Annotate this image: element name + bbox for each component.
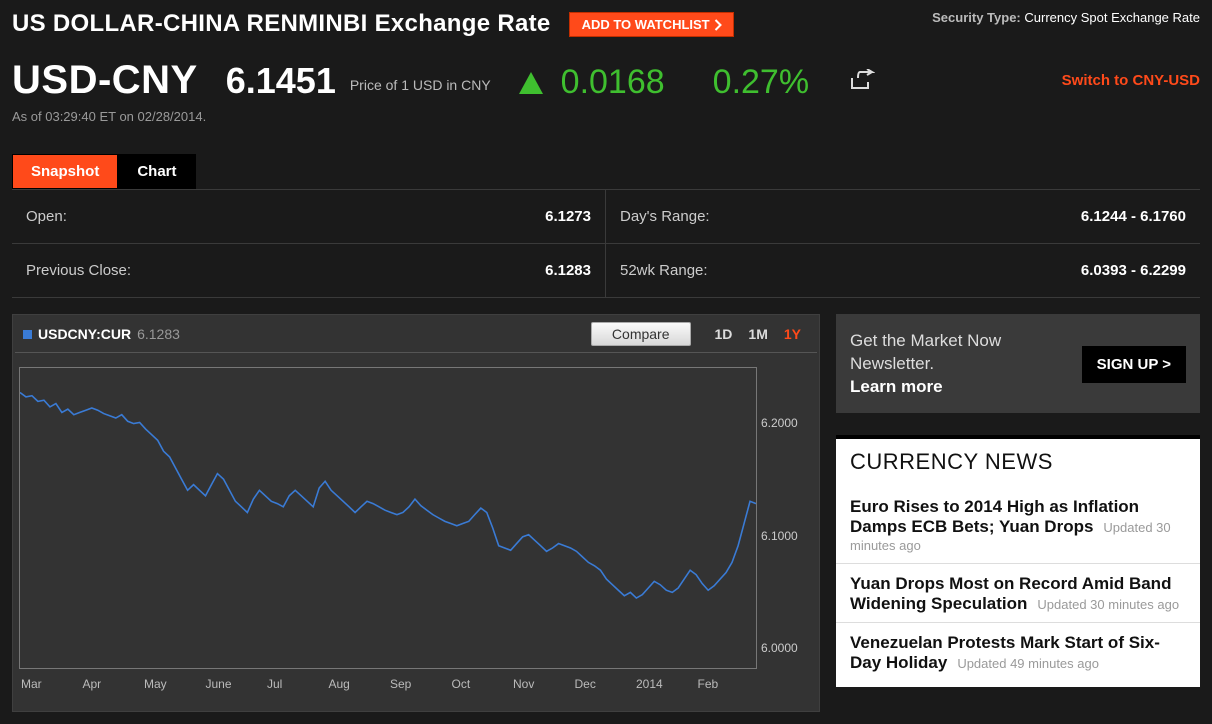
day-range-value: 6.1244 - 6.1760 [1081,208,1186,225]
watchlist-label: ADD TO WATCHLIST [582,17,710,32]
timeframe-1m[interactable]: 1M [740,326,775,342]
timeframe-1y[interactable]: 1Y [776,326,809,342]
series-value: 6.1283 [137,326,180,342]
prev-close-label: Previous Close: [26,262,131,279]
x-tick-label: Dec [573,677,635,691]
x-tick-label: Oct [450,677,512,691]
y-tick-label: 6.0000 [761,641,813,655]
news-item[interactable]: Yuan Drops Most on Record Amid Band Wide… [836,563,1200,622]
tab-chart[interactable]: Chart [118,154,195,189]
x-axis-labels: MarAprMayJuneJulAugSepOctNovDec2014Feb [19,677,757,691]
newsletter-promo: Get the Market Now Newsletter. Learn mor… [836,314,1200,413]
x-tick-label: Nov [511,677,573,691]
x-tick-label: 2014 [634,677,696,691]
open-value: 6.1273 [545,208,591,225]
price-chart: USDCNY:CUR 6.1283 Compare 1D 1M 1Y 6.000… [12,314,820,712]
price-description: Price of 1 USD in CNY [350,77,491,93]
day-range-label: Day's Range: [620,208,710,225]
wk52-range-label: 52wk Range: [620,262,708,279]
sign-up-button[interactable]: SIGN UP > [1082,346,1186,383]
price-change-pct: 0.27% [713,63,809,102]
timeframe-1d[interactable]: 1D [707,326,741,342]
x-tick-label: May [142,677,204,691]
up-arrow-icon [519,72,543,94]
y-tick-label: 6.2000 [761,416,813,430]
x-tick-label: June [204,677,266,691]
tab-snapshot[interactable]: Snapshot [12,154,118,189]
x-tick-label: Apr [81,677,143,691]
share-icon[interactable] [849,69,875,96]
x-tick-label: Feb [696,677,758,691]
plot-area[interactable] [19,367,757,669]
y-tick-label: 6.1000 [761,529,813,543]
news-title: Euro Rises to 2014 High as Inflation Dam… [850,497,1139,536]
news-item[interactable]: Euro Rises to 2014 High as Inflation Dam… [836,487,1200,563]
currency-news: CURRENCY NEWS Euro Rises to 2014 High as… [836,435,1200,687]
x-tick-label: Aug [327,677,389,691]
security-type-value: Currency Spot Exchange Rate [1024,10,1200,25]
chevron-right-icon [714,19,723,31]
as-of-timestamp: As of 03:29:40 ET on 02/28/2014. [12,109,1200,124]
currency-pair: USD-CNY [12,58,198,103]
x-tick-label: Sep [388,677,450,691]
security-type-label: Security Type: [932,10,1021,25]
promo-line: Get the Market Now Newsletter. [850,331,1001,373]
series-name: USDCNY:CUR [38,326,131,342]
switch-pair-link[interactable]: Switch to CNY-USD [1062,72,1200,89]
open-label: Open: [26,208,67,225]
add-to-watchlist-button[interactable]: ADD TO WATCHLIST [569,12,734,37]
news-item[interactable]: Venezuelan Protests Mark Start of Six-Da… [836,622,1200,681]
learn-more-link[interactable]: Learn more [850,377,943,396]
last-price: 6.1451 [226,60,336,102]
news-time: Updated 49 minutes ago [957,656,1099,671]
security-type: Security Type: Currency Spot Exchange Ra… [932,10,1200,26]
price-change: 0.0168 [561,63,665,102]
compare-button[interactable]: Compare [591,322,691,346]
prev-close-value: 6.1283 [545,262,591,279]
news-header: CURRENCY NEWS [836,449,1200,487]
news-time: Updated 30 minutes ago [1037,597,1179,612]
page-title: US DOLLAR-CHINA RENMINBI Exchange Rate [12,10,551,38]
x-tick-label: Mar [19,677,81,691]
x-tick-label: Jul [265,677,327,691]
wk52-range-value: 6.0393 - 6.2299 [1081,262,1186,279]
series-color-swatch [23,330,32,339]
